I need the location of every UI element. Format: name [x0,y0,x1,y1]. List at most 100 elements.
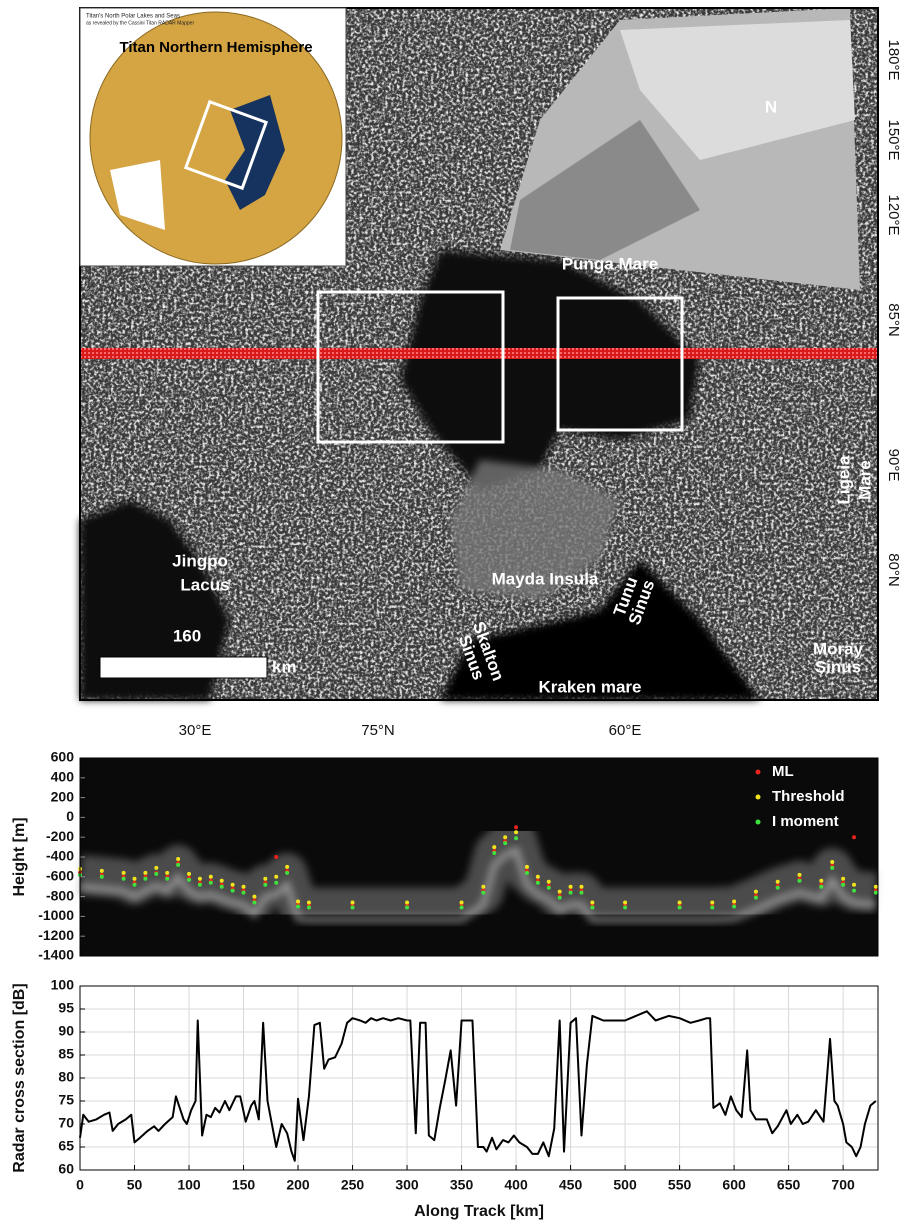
map-label: Lacus [180,575,229,594]
map-axis-label: 90°E [885,449,902,482]
point [514,836,518,840]
point [547,886,551,890]
legend-marker [756,795,761,800]
point [678,905,682,909]
point [569,885,573,889]
point [481,891,485,895]
point [841,877,845,881]
y-tick-label: -400 [46,848,74,864]
y-axis-label: Height [m] [11,817,28,896]
point [209,881,213,885]
point [776,886,780,890]
legend-label: I moment [772,813,839,830]
y-tick-label: -800 [46,887,74,903]
x-tick-label: 150 [232,1177,256,1193]
point [503,835,507,839]
point [536,881,540,885]
map-label: Jingpo [172,551,228,570]
point [710,905,714,909]
radar-track [80,348,878,359]
point [514,830,518,834]
point [460,905,464,909]
y-tick-label: 90 [58,1023,74,1039]
point [187,878,191,882]
point [819,879,823,883]
map-axis-label: 60°E [609,722,642,739]
scale-value: 160 [173,626,201,645]
point [296,900,300,904]
map-label: Mayda Insula [492,569,599,588]
point [525,871,529,875]
point [547,880,551,884]
point [351,905,355,909]
x-tick-label: 700 [831,1177,855,1193]
y-tick-label: 80 [58,1069,74,1085]
point [143,877,147,881]
point [242,885,246,889]
point [100,875,104,879]
map-label: Punga Mare [562,254,658,273]
map-axis-label: 180°E [885,39,902,80]
map-label: Kraken mare [538,677,641,696]
y-tick-label: 200 [51,788,75,804]
point [274,881,278,885]
map-axis-label: 85°N [885,303,902,337]
map-label: Ligeia [834,455,853,505]
point [732,905,736,909]
point [154,866,158,870]
point [274,855,278,859]
point [405,901,409,905]
x-tick-label: 400 [504,1177,528,1193]
point [536,875,540,879]
point [852,883,856,887]
point [285,865,289,869]
point [100,869,104,873]
y-tick-label: -1000 [38,907,74,923]
point [514,825,518,829]
map-label: N [765,97,777,116]
x-tick-label: 0 [76,1177,84,1193]
point [492,851,496,855]
point [198,877,202,881]
y-tick-label: 100 [51,977,75,993]
point [710,901,714,905]
point [874,885,878,889]
map-axis-label: 80°N [885,553,902,587]
map-axis-label: 30°E [179,722,212,739]
y-tick-label: -200 [46,828,74,844]
x-tick-label: 350 [450,1177,474,1193]
x-tick-label: 300 [395,1177,419,1193]
x-tick-label: 500 [613,1177,637,1193]
map-label: Sinus [815,657,861,676]
point [231,883,235,887]
map-axis-label: 120°E [885,194,902,235]
y-tick-label: 600 [51,749,75,765]
map-axis-label: 150°E [885,119,902,160]
x-tick-label: 600 [722,1177,746,1193]
point [252,901,256,905]
x-tick-label: 200 [286,1177,310,1193]
map-label: Mare [855,460,874,500]
point [819,885,823,889]
point [503,841,507,845]
point [623,901,627,905]
point [133,877,137,881]
y-tick-label: 85 [58,1046,74,1062]
point [122,871,126,875]
point [296,905,300,909]
point [830,866,834,870]
point [874,891,878,895]
x-tick-label: 50 [127,1177,143,1193]
point [460,901,464,905]
point [579,885,583,889]
figure: Titan's North Polar Lakes and Seas as re… [0,0,915,1226]
y-tick-label: 75 [58,1092,74,1108]
point [558,890,562,894]
point [754,890,758,894]
point [122,877,126,881]
point [852,889,856,893]
point [143,871,147,875]
point [133,883,137,887]
point [623,905,627,909]
point [558,896,562,900]
